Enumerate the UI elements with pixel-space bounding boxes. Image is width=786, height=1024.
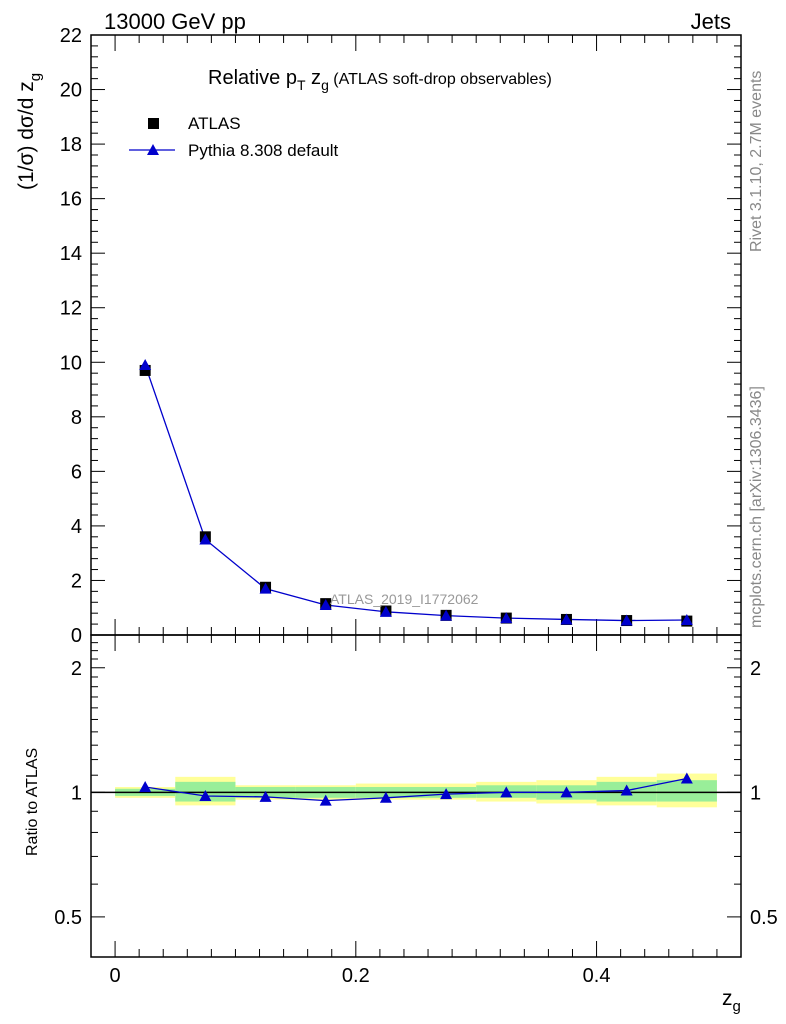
pythia-point [680, 614, 693, 625]
pythia-point [500, 612, 513, 624]
y-tick-label: 14 [60, 243, 82, 265]
y-tick-label: 0 [71, 625, 82, 647]
analysis-label: ATLAS_2019_I1772062 [330, 591, 479, 607]
pythia-line [144, 364, 687, 622]
ratio-tick-label: 1 [71, 782, 82, 804]
atlas-point [139, 364, 151, 376]
x-tick-label: 0.2 [342, 965, 370, 987]
side-rivet-label: Rivet 3.1.10, 2.7M events [748, 71, 765, 252]
ratio-point [560, 786, 573, 798]
ratio-point [379, 791, 392, 803]
ratio-tick-label: 2 [71, 658, 82, 680]
pythia-point [620, 614, 633, 626]
side-mcplots-label: mcplots.cern.ch [arXiv:1306.3436] [748, 386, 765, 628]
y-tick-label: 10 [60, 352, 82, 374]
ratio-tick-label-right: 1 [750, 782, 761, 804]
x-axis-label: zg [722, 987, 741, 1015]
legend-atlas-marker [148, 118, 159, 129]
y-tick-label: 12 [60, 298, 82, 320]
legend: ATLAS Pythia 8.308 default [129, 114, 339, 160]
ratio-points [139, 772, 693, 806]
ratio-y-axis-label: Ratio to ATLAS [24, 748, 41, 856]
ratio-line [145, 777, 687, 802]
pythia-point [319, 599, 332, 610]
pythia-point [199, 533, 212, 545]
y-tick-label: 18 [60, 134, 82, 156]
x-tick-label: 0.4 [583, 965, 611, 987]
ratio-stat-band [656, 780, 717, 802]
ratio-point [620, 784, 633, 796]
series-points [139, 359, 693, 627]
series-lines [144, 364, 687, 622]
ratio-point [199, 789, 212, 801]
ratio-point [500, 786, 513, 798]
legend-pythia-label: Pythia 8.308 default [188, 141, 339, 160]
ratio-point [680, 772, 693, 784]
ratio-y-axis: 0.5 0.5 1 1 2 2 [54, 642, 778, 929]
ratio-tick-label-right: 2 [750, 658, 761, 680]
y-tick-label: 20 [60, 80, 82, 102]
pythia-point [139, 359, 152, 370]
y-tick-label: 8 [71, 407, 82, 429]
main-y-axis: 0 2 4 6 8 10 12 14 16 18 20 22 [60, 25, 741, 647]
legend-atlas-label: ATLAS [188, 114, 241, 133]
ratio-point [139, 781, 152, 793]
ratio-point [259, 790, 272, 802]
y-tick-label: 2 [71, 570, 82, 592]
main-y-axis-label: (1/σ) dσ/d zg [15, 73, 44, 190]
y-tick-label: 4 [71, 516, 82, 538]
header-energy-label: 13000 GeV pp [104, 9, 246, 34]
y-tick-label: 6 [71, 461, 82, 483]
y-tick-label: 22 [60, 25, 82, 47]
pythia-point [379, 605, 392, 617]
pythia-point [259, 582, 272, 594]
ratio-plot-frame [90, 634, 742, 958]
chart-title: Relative pT zg (ATLAS soft-drop observab… [208, 67, 552, 93]
ratio-tick-label: 0.5 [54, 907, 82, 929]
ratio-point [319, 794, 332, 806]
pythia-point [560, 613, 573, 625]
x-tick-label: 0 [110, 965, 121, 987]
x-axis: 0 0.2 0.4 [90, 35, 742, 987]
pythia-point [440, 609, 453, 621]
legend-pythia-marker [147, 144, 159, 155]
ratio-point [440, 788, 453, 800]
ratio-tick-label-right: 0.5 [750, 907, 778, 929]
y-tick-label: 16 [60, 189, 82, 211]
header-process-label: Jets [691, 9, 731, 34]
